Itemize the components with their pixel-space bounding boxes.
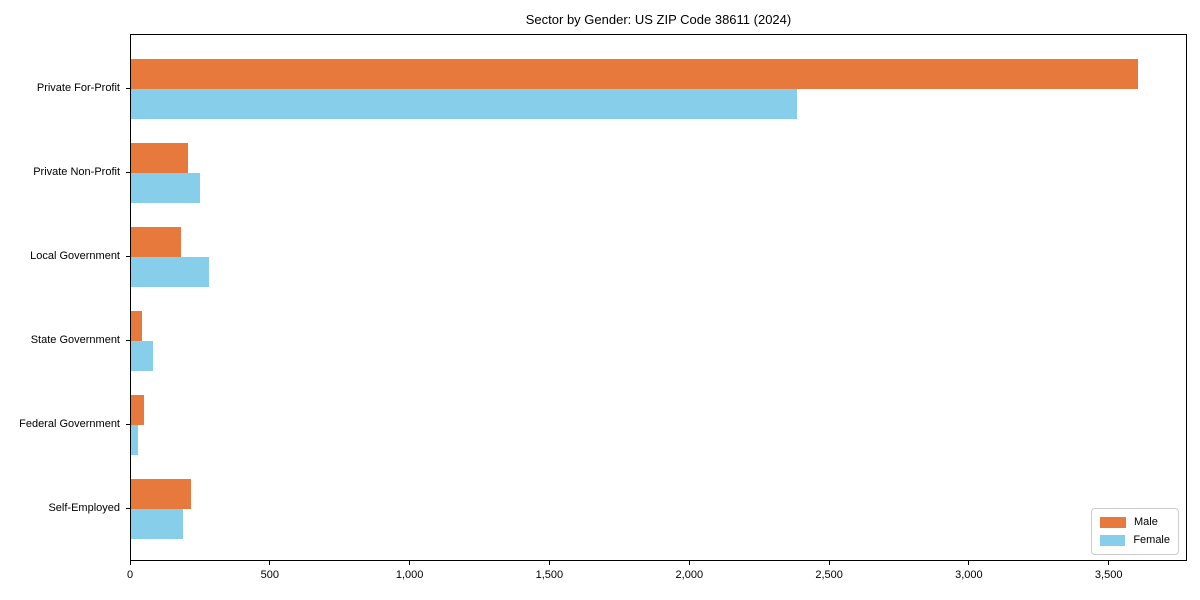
bar-male-private-non-profit bbox=[131, 143, 189, 173]
y-tick-label-private-for-profit: Private For-Profit bbox=[36, 82, 120, 94]
y-tick-label-local-government: Local Government bbox=[30, 250, 120, 262]
bar-female-self-employed bbox=[131, 509, 183, 539]
x-tick-mark bbox=[269, 561, 271, 565]
bar-male-private-for-profit bbox=[131, 59, 1138, 89]
x-tick-label: 3,500 bbox=[1094, 569, 1123, 581]
bar-male-state-government bbox=[131, 311, 143, 341]
bar-female-state-government bbox=[131, 341, 154, 371]
legend-swatch-male-icon bbox=[1100, 517, 1126, 528]
plot-area bbox=[130, 34, 1187, 561]
x-tick-mark bbox=[548, 561, 550, 565]
x-tick-mark bbox=[409, 561, 411, 565]
legend-swatch-female-icon bbox=[1100, 535, 1126, 546]
bar-female-private-non-profit bbox=[131, 173, 200, 203]
bar-male-federal-government bbox=[131, 395, 144, 425]
y-tick-label-self-employed: Self-Employed bbox=[48, 502, 120, 514]
x-tick-label: 1,500 bbox=[535, 569, 564, 581]
x-tick-mark bbox=[1108, 561, 1110, 565]
x-tick-mark bbox=[688, 561, 690, 565]
x-tick-mark bbox=[828, 561, 830, 565]
y-tick-label-federal-government: Federal Government bbox=[19, 418, 120, 430]
bar-female-federal-government bbox=[131, 425, 138, 455]
bar-female-local-government bbox=[131, 257, 210, 287]
x-tick-label: 3,000 bbox=[955, 569, 983, 581]
legend-label-female: Female bbox=[1133, 534, 1170, 546]
y-tick-label-state-government: State Government bbox=[30, 334, 120, 346]
legend-item-male: Male bbox=[1100, 517, 1170, 528]
x-tick-mark bbox=[968, 561, 970, 565]
x-tick-label: 2,000 bbox=[675, 569, 704, 581]
x-tick-label: 2,500 bbox=[815, 569, 843, 581]
bars-layer bbox=[131, 35, 1186, 560]
legend-item-female: Female bbox=[1100, 535, 1170, 546]
x-tick-label: 500 bbox=[260, 569, 279, 581]
legend: Male Female bbox=[1091, 508, 1179, 555]
x-tick-mark bbox=[129, 561, 131, 565]
x-tick-label: 1,000 bbox=[395, 569, 424, 581]
bar-female-private-for-profit bbox=[131, 89, 797, 119]
legend-label-male: Male bbox=[1134, 516, 1158, 528]
x-tick-label: 0 bbox=[126, 569, 134, 581]
bar-male-local-government bbox=[131, 227, 182, 257]
y-tick-label-private-non-profit: Private Non-Profit bbox=[33, 166, 120, 178]
bar-male-self-employed bbox=[131, 479, 192, 509]
chart-title: Sector by Gender: US ZIP Code 38611 (202… bbox=[525, 12, 792, 27]
